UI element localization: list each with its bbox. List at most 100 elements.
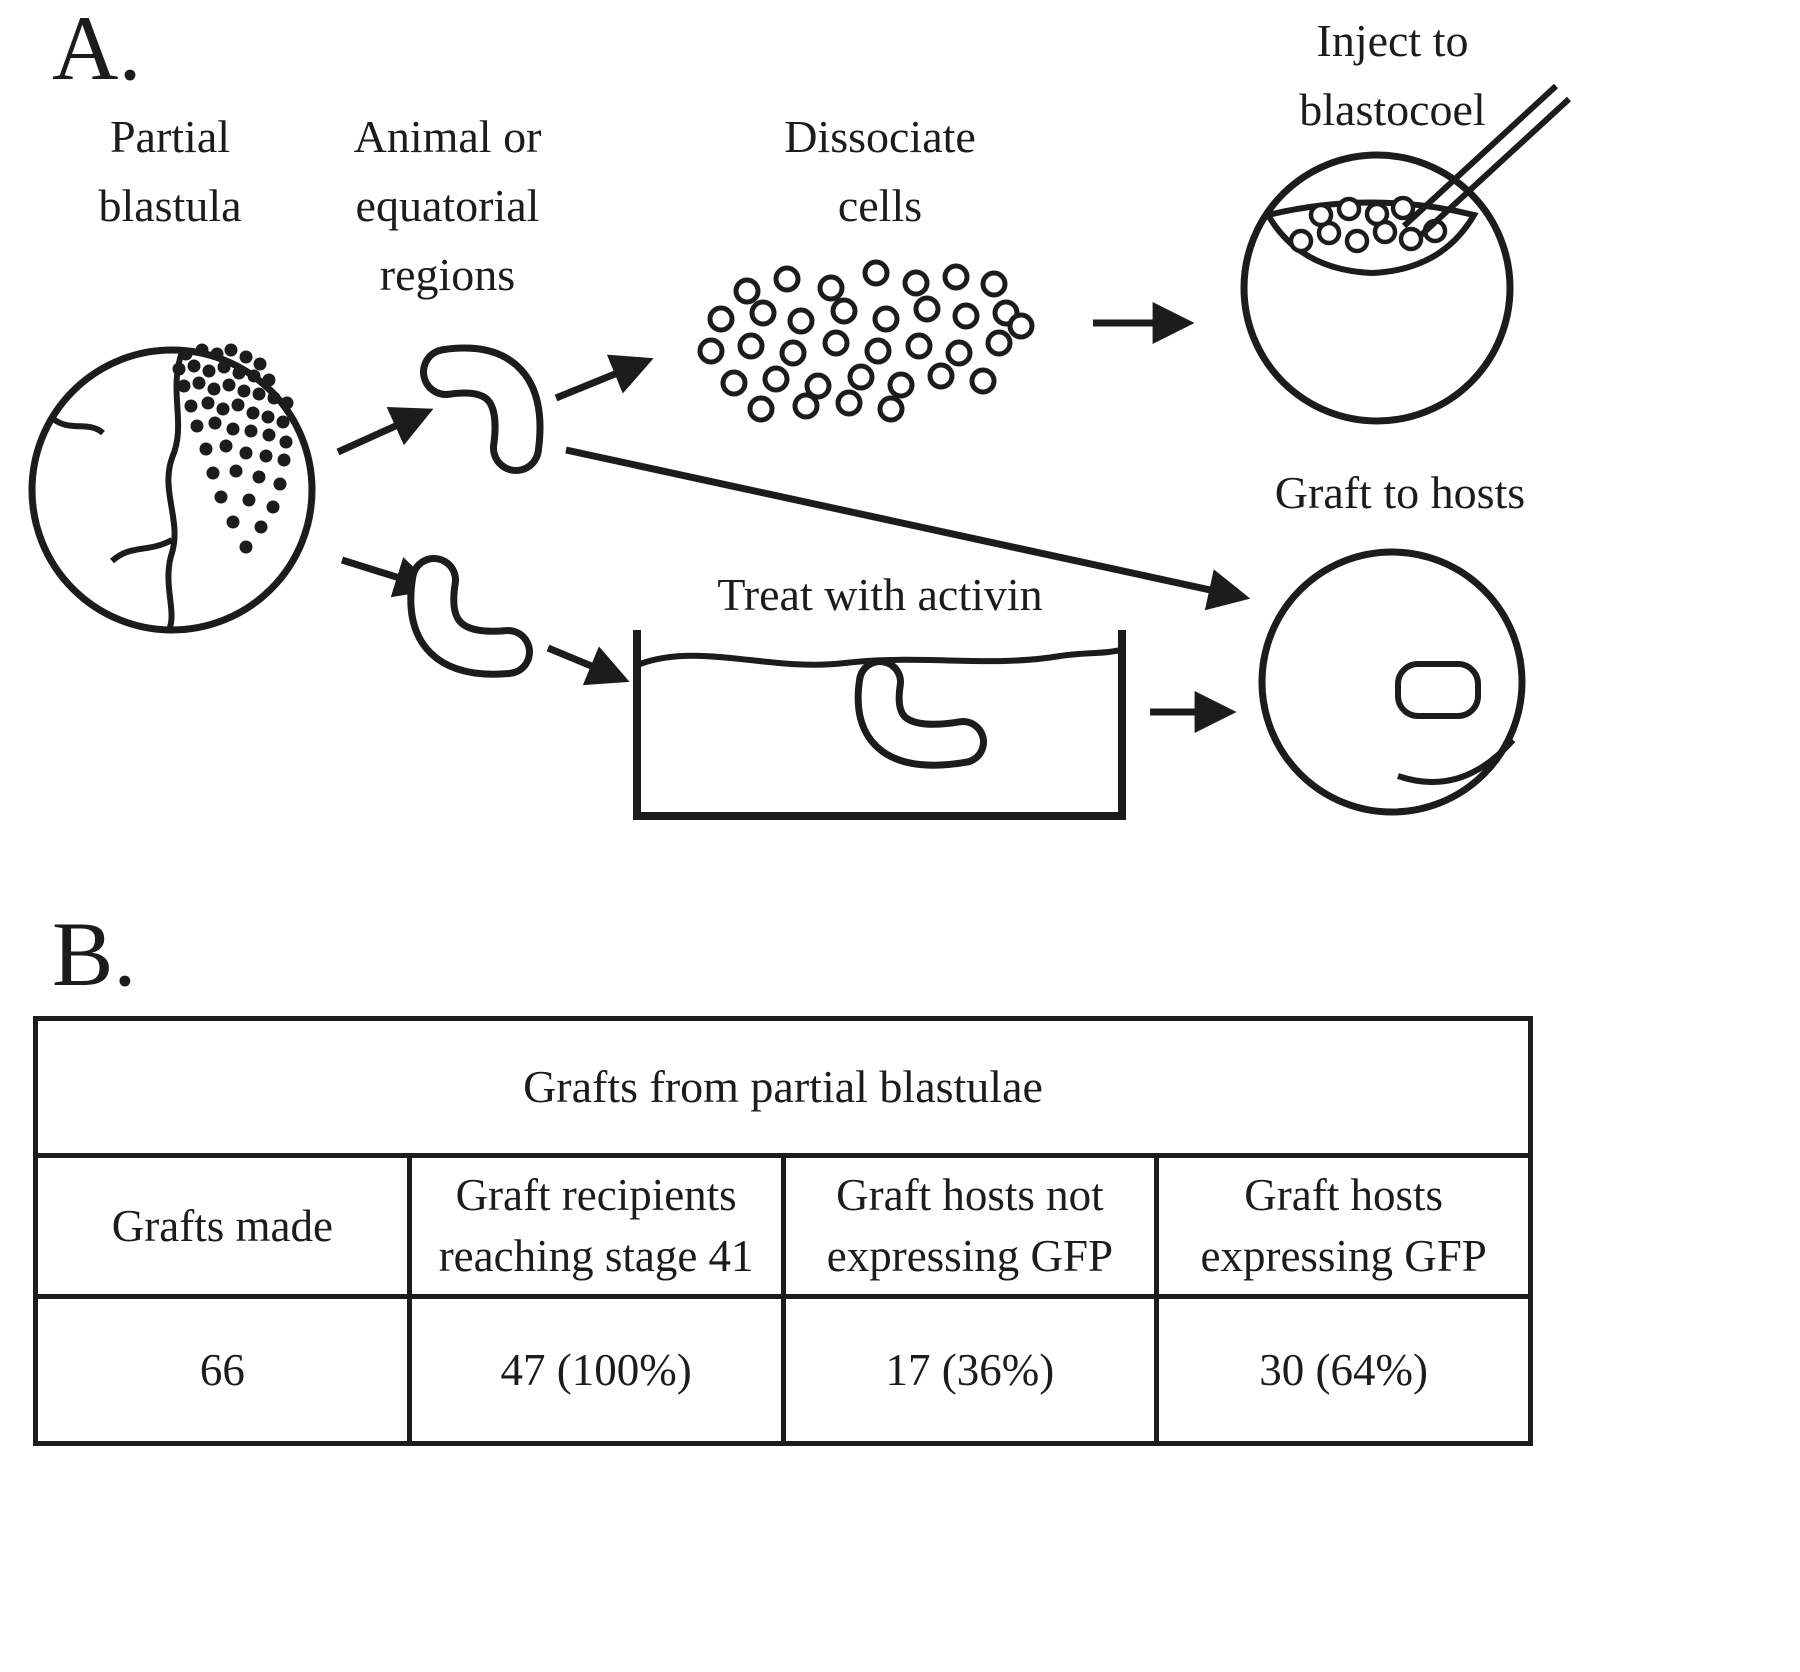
cell-dot [847, 363, 875, 391]
cell-dot [207, 382, 221, 396]
liquid-surface-line [638, 647, 1121, 668]
cell-dot [226, 422, 240, 436]
cell-dot [737, 332, 765, 360]
cell-dot [830, 297, 858, 325]
cell-dot [273, 477, 287, 491]
blastula-cleavage-line [165, 351, 185, 632]
cell-dot [242, 493, 256, 507]
cell-dot [822, 329, 850, 357]
value-recipients-stage41: 47 (100%) [406, 1294, 786, 1446]
cell-dot [762, 365, 790, 393]
host-embryo-circle [1240, 151, 1514, 425]
col-header-expressing-gfp: Graft hosts expressing GFP [1154, 1153, 1533, 1299]
cell-dot [787, 307, 815, 335]
cell-dot [279, 435, 293, 449]
cell-dot [199, 442, 213, 456]
blastula-left-crease [50, 415, 105, 436]
caption-graft-to-hosts: Graft to hosts [1274, 467, 1526, 518]
cell-dot [237, 384, 251, 398]
cell-dot [969, 367, 997, 395]
cell-dot [1288, 228, 1314, 254]
arrow-region-to-activin [546, 644, 630, 686]
partial-blastula-drawing [28, 343, 316, 634]
dissociated-cells [697, 259, 1035, 423]
cell-dot [177, 379, 191, 393]
cell-dot [206, 466, 220, 480]
cell-dot [208, 416, 222, 430]
cell-dot [214, 490, 228, 504]
cell-dot [733, 277, 761, 305]
cell-dot [216, 402, 230, 416]
cell-dot [872, 305, 900, 333]
cell-dot [172, 362, 186, 376]
col-header-not-expressing-gfp: Graft hosts not expressing GFP [780, 1153, 1160, 1299]
cell-dot [864, 337, 892, 365]
cell-dot [239, 446, 253, 460]
caption-animal-or-equatorial: Animal or equatorial regions [353, 111, 542, 300]
cell-dot [224, 343, 238, 357]
cell-dot [707, 305, 735, 333]
treated-region-piece [854, 658, 987, 769]
cell-dot [190, 419, 204, 433]
cell-dot [184, 399, 198, 413]
cell-dot [835, 389, 863, 417]
cell-dot [267, 391, 281, 405]
panel-b-label: B. [52, 903, 137, 1005]
cell-dot [226, 515, 240, 529]
cell-dot [259, 449, 273, 463]
cell-dot [747, 395, 775, 423]
cell-dot [1336, 196, 1362, 222]
cell-dot [1398, 226, 1424, 252]
col-header-grafts-made: Grafts made [33, 1153, 412, 1299]
arrow-region-to-dissociate [554, 354, 654, 402]
panel-a-label: A. [52, 0, 142, 99]
cell-dot [239, 540, 253, 554]
table-title: Grafts from partial blastulae [33, 1016, 1533, 1158]
table-header-row: Grafts made Graft recipients reaching st… [33, 1153, 1533, 1299]
cell-dot [887, 371, 915, 399]
injection-needle-icon [1401, 83, 1572, 240]
cell-dot [261, 410, 275, 424]
value-expressing-gfp: 30 (64%) [1154, 1294, 1533, 1446]
cell-dot [219, 439, 233, 453]
cell-dot [792, 392, 820, 420]
cell-dot [942, 263, 970, 291]
activin-dish-drawing [633, 630, 1126, 820]
cell-dot [229, 464, 243, 478]
cell-dot [952, 302, 980, 330]
cell-dot [1308, 202, 1334, 228]
dish-walls [633, 630, 1126, 820]
cell-dot [1007, 312, 1035, 340]
cell-dot [749, 299, 777, 327]
caption-inject-to-blastocoel: Inject to blastocoel [1299, 15, 1486, 135]
table-data-row: 66 47 (100%) 17 (36%) 30 (64%) [33, 1294, 1533, 1446]
arrow-region-to-graft-host [565, 446, 1251, 611]
cell-dot [720, 369, 748, 397]
grafted-tissue [1395, 661, 1481, 719]
blastula-cleavage-branch [110, 537, 174, 564]
cell-dot [210, 347, 224, 361]
cell-dot [201, 396, 215, 410]
cell-dot [1364, 201, 1390, 227]
cell-dot [262, 428, 276, 442]
cell-dot [277, 453, 291, 467]
grafts-table: Grafts from partial blastulae Grafts mad… [33, 1016, 1533, 1446]
cell-dot [252, 470, 266, 484]
host-crease-line [1397, 738, 1516, 785]
cell-dot [232, 366, 246, 380]
graft-host-drawing [1258, 548, 1526, 816]
cell-dot [1344, 228, 1370, 254]
cell-dot [179, 347, 193, 361]
cell-dot [902, 269, 930, 297]
cell-dot [862, 259, 890, 287]
value-not-expressing-gfp: 17 (36%) [780, 1294, 1160, 1446]
cell-dot [231, 398, 245, 412]
blastula-cells-dots [172, 343, 294, 554]
cell-dot [779, 339, 807, 367]
col-header-recipients-stage41: Graft recipients reaching stage 41 [406, 1153, 786, 1299]
cell-dot [905, 332, 933, 360]
cell-dot [913, 295, 941, 323]
cell-dot [192, 376, 206, 390]
cell-dot [239, 350, 253, 364]
